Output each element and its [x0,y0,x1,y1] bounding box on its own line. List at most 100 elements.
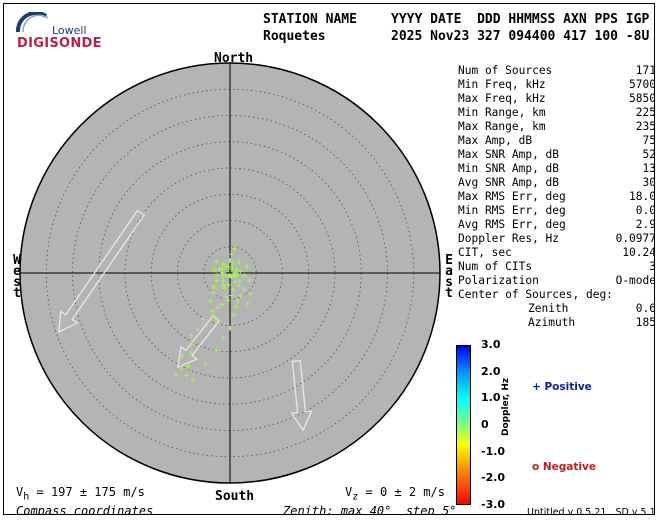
source-point [200,316,206,322]
source-point [219,266,225,271]
source-point [237,278,243,284]
colorbar-tick-label: 2.0 [481,364,501,378]
header-station-name: Roquetes [263,29,326,44]
north-label: North [214,51,254,66]
source-point [214,272,220,278]
logo-lowell-text: Lowell [52,24,87,37]
source-point [229,293,235,298]
source-point [232,274,238,280]
stat-row: CIT, sec 10.24 [458,246,655,259]
source-point [213,278,219,284]
colorbar-tick-label: 3.0 [481,338,501,351]
source-point [189,342,195,348]
source-point [210,290,216,296]
header-date-values: 2025 Nov23 327 094400 417 100 -8U [391,29,650,44]
source-point [213,348,219,354]
center-zenith-row: Zenith 0.6 [528,302,655,315]
source-point [225,282,231,288]
zenith-scale-label: Zenith: max 40° step 5° [283,504,457,515]
source-point [220,282,226,288]
colorbar-tick-label: -3.0 [481,498,506,511]
source-point [220,334,226,340]
source-point [236,259,242,265]
source-point [236,283,242,289]
velocity-arrow [57,209,146,334]
source-point [214,259,220,265]
source-point [238,293,244,299]
source-point [241,287,247,292]
source-point [226,264,232,270]
source-point [184,373,189,378]
source-points [173,246,254,383]
logo-digisonde-text: DIGISONDE [17,36,102,51]
stat-row: Avg RMS Err, deg 2.9 [458,218,655,231]
negative-legend: o Negative [532,461,596,473]
stat-row: Avg SNR Amp, dB 30 [458,176,655,189]
stat-row: Num of CITs3 [458,260,654,273]
source-point [211,284,217,289]
stat-row: Num of Sources 171 [458,64,655,77]
stat-row: Doppler Res, Hz 0.0977 [458,232,655,245]
source-point [173,372,179,378]
colorbar-tick-label: -1.0 [481,444,506,458]
source-point [231,312,237,318]
header-date-columns: YYYY DATE DDD HHMMSS AXN PPS IGP [391,12,650,27]
vertical-velocity: Vz = 0 ± 2 m/s [345,485,445,503]
velocity-arrow [176,314,221,369]
stat-row: Polarization O-mode [458,274,655,287]
source-point [244,264,250,270]
source-point [223,263,229,269]
source-point [220,270,226,276]
stat-row: Max Amp, dB 75 [458,134,655,147]
positive-legend: + Positive [532,381,592,393]
center-azimuth-row: Azimuth 185 [528,316,655,329]
center-heading: Center of Sources, deg: [458,288,613,301]
source-point [226,273,232,279]
horizontal-velocity: Vh = 197 ± 175 m/s [16,485,145,503]
skymap-frame: Lowell DIGISONDE STATION NAME YYYY DATE … [3,3,655,515]
source-point [229,251,235,257]
source-point [223,294,229,300]
source-point [227,325,233,331]
stat-row: Max SNR Amp, dB 52 [458,148,655,161]
source-point [202,323,208,329]
source-point [235,298,240,304]
stat-row: Max RMS Err, deg 18.0 [458,190,655,203]
source-point [212,267,217,273]
source-point [179,353,185,359]
source-point [237,268,243,274]
source-point [227,257,233,263]
source-point [219,301,225,307]
source-point [242,273,247,279]
stat-row: Min RMS Err, deg 0.0 [458,204,655,217]
source-point [246,277,252,283]
source-point [188,332,194,338]
stat-row: Min Freq, kHz 5700 [458,78,655,91]
colorbar-title: Doppler, Hz [501,377,511,436]
source-point [185,364,191,369]
source-point [190,377,196,383]
source-point [235,271,241,277]
source-point [203,361,208,367]
stat-row: Max Range, km 235 [458,120,655,133]
source-point [219,273,225,279]
compass-coordinates-label: Compass coordinates [16,504,154,515]
source-point [188,350,194,356]
source-point [179,365,185,371]
source-point [214,305,220,310]
colorbar-tick-label: -2.0 [481,471,506,485]
source-point [209,308,215,314]
colorbar-tick-label: 0 [481,418,489,431]
source-point [214,317,220,323]
source-point [207,298,213,304]
south-label: South [215,489,255,504]
doppler-colorbar [456,345,471,505]
stat-row: Min SNR Amp, dB 13 [458,162,655,175]
source-point [229,266,235,272]
stat-row: Min Range, km 225 [458,106,655,119]
source-point [231,246,237,252]
source-point [225,297,231,303]
source-point [221,285,227,291]
